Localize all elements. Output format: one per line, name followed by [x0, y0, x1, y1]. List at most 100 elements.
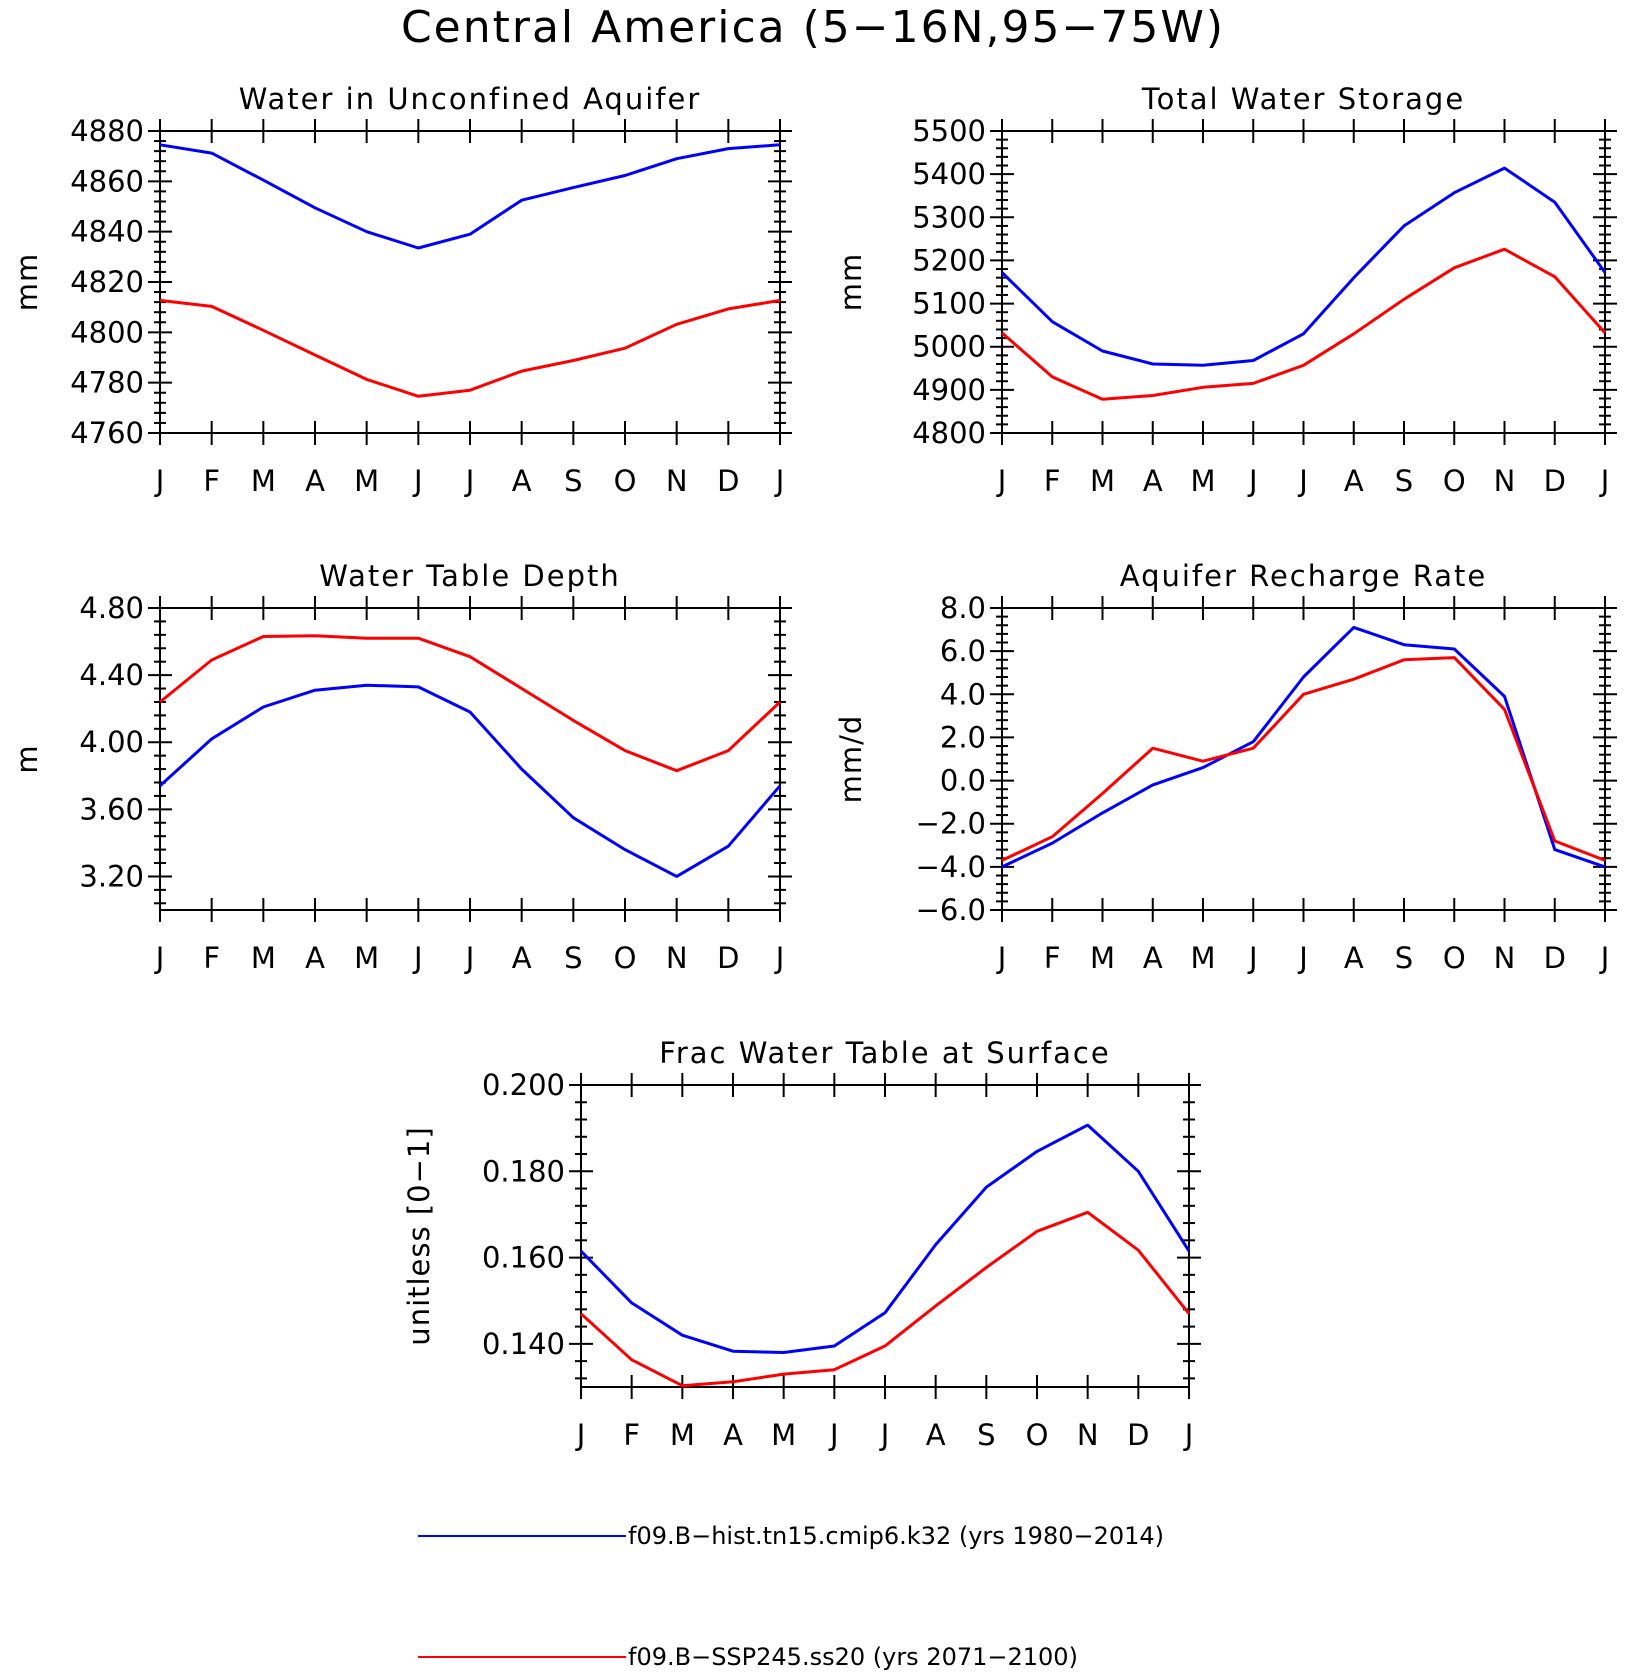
- x-tick-label: N: [1494, 464, 1516, 498]
- y-tick-label: 4760: [70, 416, 144, 450]
- x-tick-label: J: [412, 464, 423, 498]
- y-axis-label: mm: [834, 253, 868, 312]
- x-tick-label: M: [1090, 464, 1115, 498]
- y-tick-label: 5400: [912, 157, 986, 191]
- x-tick-label: D: [1544, 464, 1566, 498]
- y-tick-label: 2.0: [940, 720, 986, 754]
- y-tick-label: −6.0: [916, 893, 986, 927]
- x-tick-label: J: [879, 1418, 890, 1452]
- x-tick-label: J: [996, 941, 1007, 975]
- x-tick-label: N: [1077, 1418, 1099, 1452]
- x-tick-label: M: [251, 941, 276, 975]
- x-tick-label: J: [1247, 464, 1258, 498]
- x-tick-label: D: [717, 464, 739, 498]
- y-axis-label: mm/d: [834, 715, 868, 804]
- panel-title: Water in Unconfined Aquifer: [239, 82, 702, 116]
- series-line-ssp245: [579, 1210, 1191, 1388]
- series-line-ssp245: [159, 634, 782, 773]
- x-tick-label: J: [154, 464, 165, 498]
- x-tick-label: M: [670, 1418, 695, 1452]
- x-tick-label: J: [464, 941, 475, 975]
- series-line-hist: [159, 143, 781, 250]
- x-tick-label: D: [1544, 941, 1566, 975]
- x-tick-label: J: [774, 464, 785, 498]
- x-tick-label: M: [1090, 941, 1115, 975]
- x-tick-label: J: [1183, 1418, 1194, 1452]
- plot-frame: [580, 1084, 1190, 1388]
- x-tick-label: J: [828, 1418, 839, 1452]
- y-tick-label: 4900: [912, 373, 986, 407]
- x-tick-label: J: [1297, 941, 1308, 975]
- x-tick-label: F: [1044, 464, 1061, 498]
- y-axis-label: mm: [10, 253, 44, 312]
- y-tick-label: 3.60: [79, 792, 144, 826]
- figure-title: Central America (5−16N,95−75W): [401, 2, 1225, 53]
- x-tick-label: A: [1143, 941, 1163, 975]
- y-tick-label: 0.140: [482, 1327, 565, 1361]
- x-tick-label: O: [1026, 1418, 1049, 1452]
- x-tick-label: M: [354, 464, 379, 498]
- x-tick-label: M: [771, 1418, 796, 1452]
- y-tick-label: 5100: [912, 287, 986, 321]
- x-tick-label: J: [1297, 464, 1308, 498]
- plot-frame: [159, 607, 781, 911]
- y-tick-label: 6.0: [940, 634, 986, 668]
- panel-title: Water Table Depth: [319, 559, 621, 593]
- y-tick-label: 0.200: [482, 1068, 565, 1102]
- x-tick-label: J: [412, 941, 423, 975]
- legend-label-ssp245: f09.B−SSP245.ss20 (yrs 2071−2100): [628, 1643, 1078, 1671]
- x-tick-label: A: [512, 464, 532, 498]
- y-axis-label: unitless [0−1]: [402, 1126, 436, 1345]
- x-tick-label: J: [996, 464, 1007, 498]
- panel-title: Aquifer Recharge Rate: [1120, 559, 1488, 593]
- legend-label-hist: f09.B−hist.tn15.cmip6.k32 (yrs 1980−2014…: [628, 1522, 1164, 1550]
- y-tick-label: 4.00: [79, 725, 144, 759]
- x-tick-label: A: [305, 941, 325, 975]
- x-tick-label: S: [977, 1418, 995, 1452]
- x-tick-label: J: [1599, 464, 1610, 498]
- x-tick-label: N: [666, 464, 688, 498]
- x-tick-label: O: [1443, 941, 1466, 975]
- y-tick-label: 4840: [70, 215, 144, 249]
- x-tick-label: A: [512, 941, 532, 975]
- x-tick-label: J: [154, 941, 165, 975]
- x-tick-label: J: [464, 464, 475, 498]
- x-tick-label: M: [1190, 941, 1215, 975]
- x-tick-label: A: [926, 1418, 946, 1452]
- y-tick-label: 4.40: [79, 658, 144, 692]
- y-tick-label: −4.0: [916, 850, 986, 884]
- x-tick-label: N: [666, 941, 688, 975]
- panel-title: Frac Water Table at Surface: [659, 1036, 1110, 1070]
- x-tick-label: O: [614, 941, 637, 975]
- x-tick-label: D: [717, 941, 739, 975]
- y-tick-label: 0.180: [482, 1154, 565, 1188]
- y-tick-label: 4.80: [79, 591, 144, 625]
- plot-frame: [1001, 607, 1606, 911]
- x-tick-label: N: [1494, 941, 1516, 975]
- y-tick-label: 4780: [70, 366, 144, 400]
- x-tick-label: S: [564, 941, 582, 975]
- x-tick-label: M: [1190, 464, 1215, 498]
- x-tick-label: F: [203, 464, 220, 498]
- x-tick-label: O: [1443, 464, 1466, 498]
- y-tick-label: 5200: [912, 243, 986, 277]
- x-tick-label: A: [723, 1418, 743, 1452]
- panel-title: Total Water Storage: [1141, 82, 1465, 116]
- x-tick-label: D: [1127, 1418, 1149, 1452]
- y-tick-label: 4820: [70, 265, 144, 299]
- y-tick-label: 4800: [70, 315, 144, 349]
- series-line-hist: [1000, 166, 1607, 367]
- x-tick-label: O: [614, 464, 637, 498]
- x-tick-label: J: [1599, 941, 1610, 975]
- x-tick-label: A: [305, 464, 325, 498]
- y-tick-label: 4800: [912, 416, 986, 450]
- x-tick-label: A: [1344, 464, 1364, 498]
- legend: f09.B−hist.tn15.cmip6.k32 (yrs 1980−2014…: [418, 1522, 1164, 1671]
